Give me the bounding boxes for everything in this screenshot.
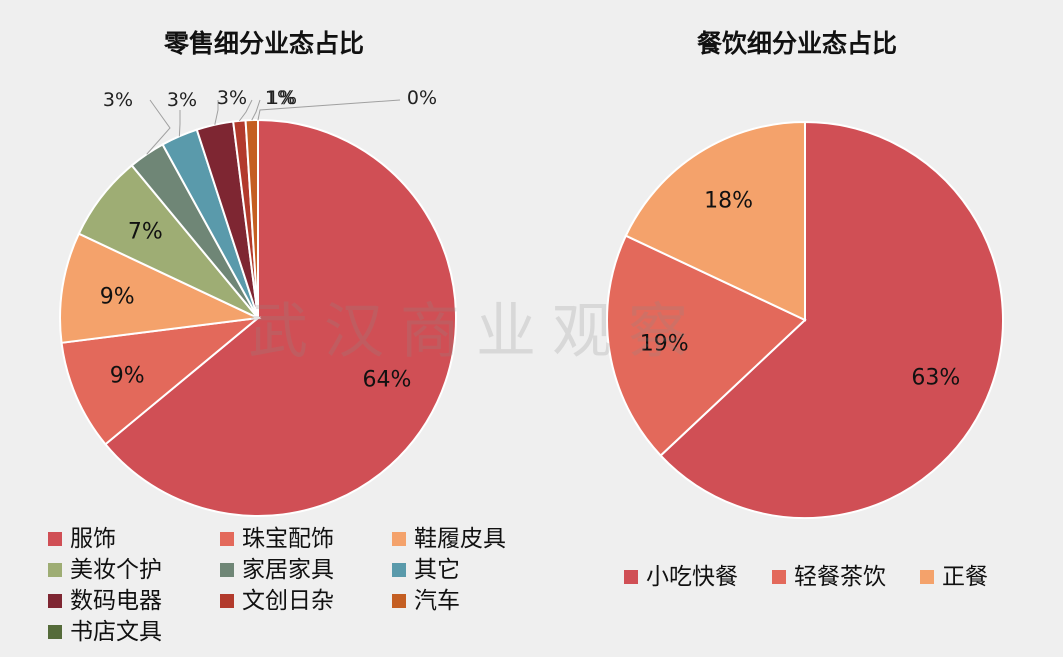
legend-label-0-6: 数码电器: [70, 588, 162, 614]
legend-label-1-2: 正餐: [942, 564, 988, 590]
legend-label-0-1: 珠宝配饰: [242, 526, 334, 552]
data-label-0-9: 0%: [407, 87, 437, 109]
data-label-0-6: 3%: [217, 87, 247, 109]
data-label-1-2: 18%: [704, 189, 753, 214]
data-label-0-8: 1%: [267, 87, 297, 109]
data-label-0-4: 3%: [103, 89, 133, 111]
pie-slice-1-0: [659, 120, 1004, 519]
legend-swatch-0-8: [392, 594, 406, 608]
legend-label-1-0: 小吃快餐: [646, 564, 738, 590]
legend-swatch-0-2: [392, 532, 406, 546]
legend-label-1-1: 轻餐茶饮: [794, 564, 886, 590]
leader-line-0-5: [178, 110, 181, 137]
legend-label-0-5: 其它: [414, 557, 460, 583]
data-label-0-7: 1%: [265, 87, 295, 109]
legend-label-0-8: 汽车: [414, 588, 460, 614]
legend-swatch-0-7: [220, 594, 234, 608]
data-label-1-0: 63%: [911, 366, 960, 391]
legend-swatch-1-0: [624, 570, 638, 584]
legend-swatch-0-5: [392, 563, 406, 577]
legend-label-0-4: 家居家具: [242, 557, 334, 583]
leader-line-0-7: [238, 99, 253, 122]
dining-chart-title: 餐饮细分业态占比: [697, 29, 897, 58]
data-label-0-0: 64%: [363, 368, 412, 393]
watermark: 武汉商业观察: [248, 297, 704, 367]
legend-swatch-0-9: [48, 625, 62, 639]
pie-slice-1-1: [606, 234, 807, 457]
legend-label-0-9: 书店文具: [70, 619, 162, 645]
data-label-1-1: 19%: [640, 331, 689, 356]
legend-swatch-0-3: [48, 563, 62, 577]
leader-line-0-8: [251, 99, 261, 121]
legend-label-0-0: 服饰: [70, 526, 116, 552]
pie-slice-0-8: [244, 118, 259, 319]
legend-label-0-2: 鞋履皮具: [414, 526, 506, 552]
legend-label-0-3: 美妆个护: [70, 557, 162, 583]
leader-line-0-4: [146, 99, 171, 155]
legend-swatch-0-0: [48, 532, 62, 546]
legend-swatch-0-6: [48, 594, 62, 608]
data-label-0-1: 9%: [110, 364, 145, 389]
pie-slice-0-1: [60, 316, 262, 446]
legend-swatch-1-2: [920, 570, 934, 584]
dining-pie: 63% 19% 18%: [606, 120, 1004, 519]
data-label-0-3: 7%: [128, 220, 163, 245]
leader-line-0-9: [257, 99, 401, 121]
leader-line-0-6: [214, 100, 219, 125]
legend-swatch-1-1: [772, 570, 786, 584]
legend-swatch-0-4: [220, 563, 234, 577]
pie-slice-1-2: [624, 120, 806, 322]
legend-swatch-0-1: [220, 532, 234, 546]
data-label-0-2: 9%: [100, 285, 135, 310]
retail-pie: 64%9%9%7%3% 3% 3% 1%1% 0%: [59, 87, 457, 517]
retail-chart-title: 零售细分业态占比: [163, 29, 364, 58]
pie-slice-0-0: [104, 118, 457, 517]
legend-label-0-7: 文创日杂: [242, 588, 334, 614]
data-label-0-5: 3%: [167, 89, 197, 111]
pie-slice-0-2: [59, 232, 262, 344]
